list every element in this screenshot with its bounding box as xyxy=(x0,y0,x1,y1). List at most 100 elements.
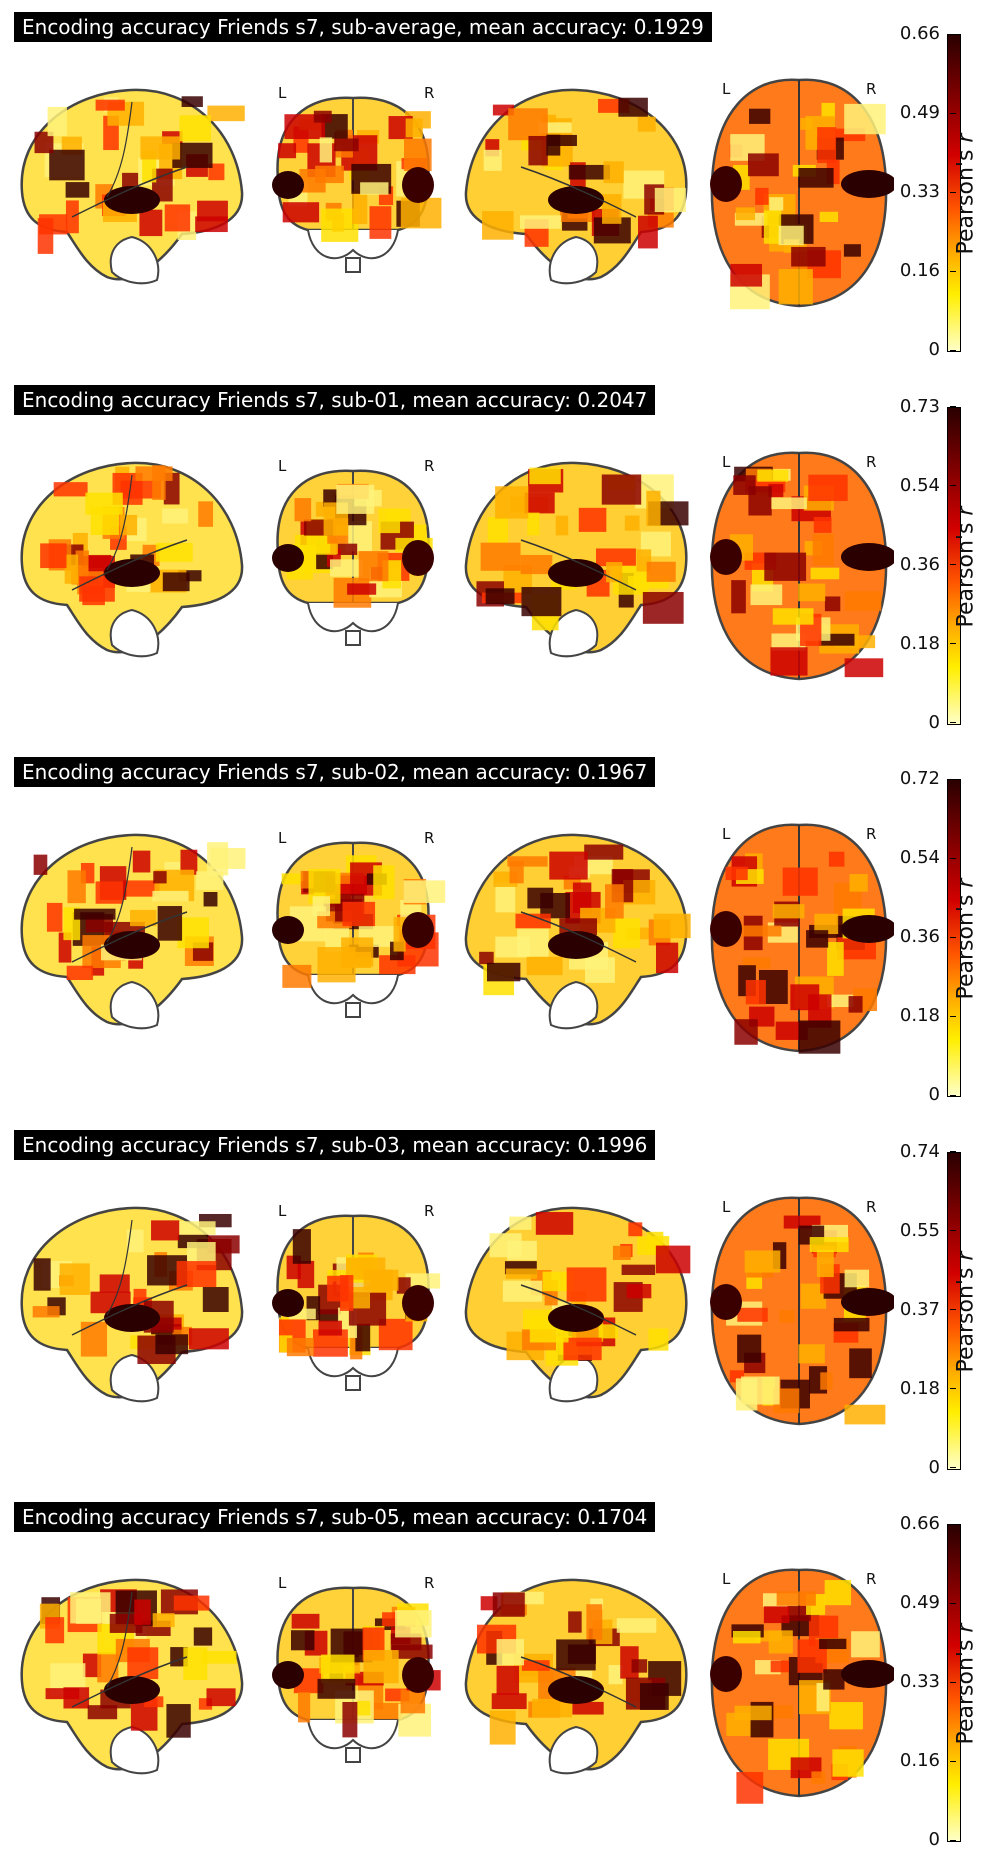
activation-patch xyxy=(819,211,839,222)
activation-patch xyxy=(294,497,312,521)
activation-patch xyxy=(572,1701,604,1715)
activation-patch xyxy=(521,1660,550,1671)
colorbar xyxy=(947,1151,961,1470)
activation-patch xyxy=(595,547,636,566)
encoding-panel: Encoding accuracy Friends s7, sub-03, me… xyxy=(0,1124,1004,1496)
activation-patch xyxy=(202,1650,237,1664)
activation-patch xyxy=(87,1705,118,1720)
activation-patch xyxy=(572,882,592,914)
activation-hotspot xyxy=(710,538,742,575)
colorbar-tick-label: 0.33 xyxy=(880,181,956,202)
activation-patch xyxy=(132,850,151,873)
activation-patch xyxy=(745,979,766,1005)
activation-patch xyxy=(542,1271,574,1291)
activation-hotspot xyxy=(548,1303,604,1332)
activation-hotspot xyxy=(272,916,304,944)
activation-patch xyxy=(639,1683,669,1710)
activation-patch xyxy=(747,153,779,177)
activation-patch xyxy=(778,225,804,246)
colorbar-tick-label: 0 xyxy=(880,712,956,733)
activation-patch xyxy=(489,1710,516,1745)
activation-patch xyxy=(495,485,529,519)
activation-hotspot xyxy=(402,912,434,948)
axial-left-marker: L xyxy=(722,452,731,471)
activation-patch xyxy=(342,1701,358,1738)
activation-patch xyxy=(778,269,813,305)
activation-patch xyxy=(140,136,181,160)
activation-patch xyxy=(173,1595,210,1611)
colorbar xyxy=(947,34,961,352)
activation-patch xyxy=(405,1272,441,1289)
activation-patch xyxy=(502,1280,543,1302)
activation-patch xyxy=(768,483,784,497)
colorbar-tick-label: 0.33 xyxy=(880,1671,956,1692)
activation-patch xyxy=(152,890,189,902)
brain-left-lateral xyxy=(20,461,244,657)
activation-patch xyxy=(74,908,116,920)
activation-patch xyxy=(97,1652,119,1683)
activation-patch xyxy=(819,1638,847,1650)
left-hemisphere-marker: L xyxy=(278,1201,287,1220)
activation-patch xyxy=(849,874,868,892)
activation-patch xyxy=(737,1334,762,1363)
activation-patch xyxy=(193,1627,213,1646)
axial-right-marker: R xyxy=(866,452,877,471)
colorbar-tick-label: 0.49 xyxy=(880,1592,956,1613)
colorbar-label: Pearson's r xyxy=(953,878,979,1000)
activation-patch xyxy=(162,571,190,591)
activation-patch xyxy=(507,1240,537,1260)
activation-patch xyxy=(737,1307,768,1322)
activation-patch xyxy=(95,881,123,904)
activation-patch xyxy=(186,1241,216,1265)
activation-patch xyxy=(844,103,886,135)
colorbar-tick-label: 0.36 xyxy=(880,554,956,575)
activation-patch xyxy=(779,1309,795,1323)
activation-hotspot xyxy=(841,1287,894,1316)
axial-right-marker: R xyxy=(866,1197,877,1216)
activation-patch xyxy=(637,116,656,132)
activation-patch xyxy=(152,168,173,202)
left-hemisphere-marker: L xyxy=(278,84,287,102)
activation-patch xyxy=(278,143,297,159)
activation-patch xyxy=(653,913,691,939)
activation-patch xyxy=(70,1592,111,1624)
activation-patch xyxy=(181,96,203,107)
activation-patch xyxy=(363,1269,399,1291)
activation-patch xyxy=(531,1698,572,1718)
activation-patch xyxy=(99,1273,130,1293)
activation-patch xyxy=(816,1249,834,1277)
activation-patch xyxy=(299,169,326,193)
activation-patch xyxy=(509,1216,532,1230)
encoding-panel: Encoding accuracy Friends s7, sub-05, me… xyxy=(0,1496,1004,1868)
activation-patch xyxy=(555,515,569,535)
activation-patch xyxy=(590,1598,604,1610)
activation-patch xyxy=(33,1257,51,1291)
activation-patch xyxy=(312,896,331,917)
activation-patch xyxy=(164,204,191,232)
activation-patch xyxy=(605,884,624,919)
activation-patch xyxy=(538,122,572,133)
activation-patch xyxy=(400,1689,426,1714)
colorbar-tick-label: 0.16 xyxy=(880,1750,956,1771)
activation-patch xyxy=(546,134,561,156)
activation-patch xyxy=(568,164,611,180)
colorbar-tick-label: 0 xyxy=(880,339,956,360)
activation-patch xyxy=(369,206,392,239)
activation-hotspot xyxy=(104,558,160,587)
colorbar-tick-label: 0.66 xyxy=(880,23,956,44)
activation-patch xyxy=(818,633,855,646)
activation-patch xyxy=(821,102,835,118)
activation-patch xyxy=(298,1692,311,1723)
activation-patch xyxy=(80,1321,108,1357)
activation-hotspot xyxy=(548,1676,604,1704)
activation-patch xyxy=(764,552,807,581)
activation-patch xyxy=(616,1618,657,1633)
activation-patch xyxy=(547,134,577,147)
activation-patch xyxy=(556,1639,596,1671)
activation-patch xyxy=(487,516,509,543)
activation-patch xyxy=(749,108,771,124)
colorbar-tick-label: 0.37 xyxy=(880,1299,956,1320)
activation-patch xyxy=(811,1771,826,1784)
activation-patch xyxy=(584,844,624,860)
activation-patch xyxy=(817,127,837,164)
